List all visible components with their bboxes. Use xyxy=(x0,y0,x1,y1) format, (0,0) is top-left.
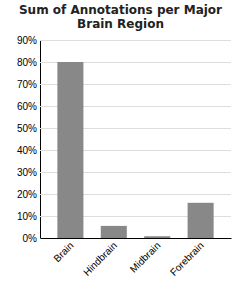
y-tick-label: 70% xyxy=(17,79,37,90)
y-tick-label: 80% xyxy=(17,57,37,68)
y-tick-label: 90% xyxy=(17,35,37,46)
x-tick-label: Forebrain xyxy=(168,240,206,278)
y-tick: 80% xyxy=(17,57,231,68)
bar xyxy=(101,226,127,238)
x-tick: Hindbrain xyxy=(81,240,119,278)
y-tick: 30% xyxy=(17,167,231,178)
x-tick: Forebrain xyxy=(168,240,206,278)
y-tick: 60% xyxy=(17,101,231,112)
title-line: Sum of Annotations per Major xyxy=(19,3,222,17)
y-tick-label: 20% xyxy=(17,189,37,200)
bar xyxy=(188,203,214,238)
chart: 0% 10% 20% 30% 40% 50% 60% 70% 80% 90% BrainHindbr… xyxy=(0,0,241,300)
x-tick-label: Brain xyxy=(51,240,75,264)
y-tick: 20% xyxy=(17,189,231,200)
y-tick-label: 0% xyxy=(23,233,38,244)
x-tick: Midbrain xyxy=(128,240,163,275)
y-tick: 40% xyxy=(17,145,231,156)
y-axis: 0% 10% 20% 30% 40% 50% 60% 70% 80% 90% xyxy=(17,35,231,244)
bar xyxy=(57,62,83,238)
y-tick: 90% xyxy=(17,35,231,46)
grid-line xyxy=(40,238,231,239)
x-tick-label: Midbrain xyxy=(128,240,163,275)
x-axis: BrainHindbrain MidbrainForebrain xyxy=(41,239,232,278)
x-axis-line xyxy=(41,238,232,239)
x-tick: Brain xyxy=(51,240,75,264)
grid-line xyxy=(40,40,231,41)
x-tick-label: Hindbrain xyxy=(81,240,119,278)
y-tick-label: 10% xyxy=(17,211,37,222)
y-tick-label: 30% xyxy=(17,167,37,178)
y-tick: 50% xyxy=(17,123,231,134)
y-tick: 70% xyxy=(17,79,231,90)
bars xyxy=(57,62,213,238)
y-tick-label: 60% xyxy=(17,101,37,112)
bar xyxy=(144,236,170,238)
title: Sum of Annotations per MajorBrain Region xyxy=(19,3,222,31)
title-line: Brain Region xyxy=(77,17,164,31)
y-axis-line xyxy=(40,41,41,239)
y-tick-label: 40% xyxy=(17,145,37,156)
y-tick-label: 50% xyxy=(17,123,37,134)
